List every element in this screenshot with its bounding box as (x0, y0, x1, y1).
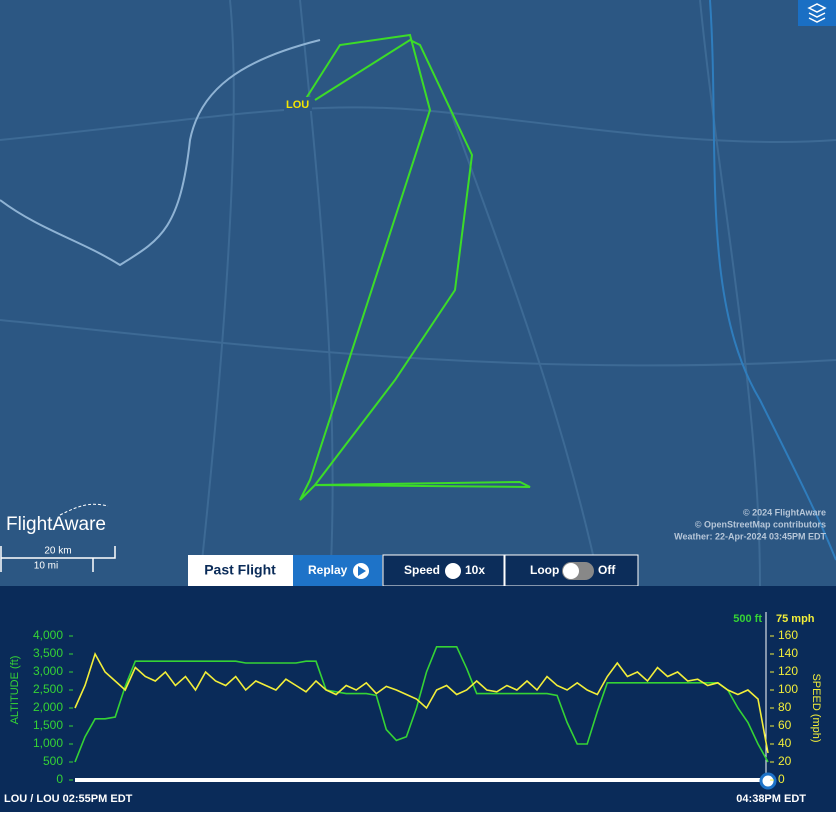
toggle-knob (563, 563, 579, 579)
speed-button[interactable] (382, 554, 505, 587)
y2-tick-label: 20 (778, 754, 792, 768)
y-tick-label: 3,500 (33, 646, 63, 660)
y-tick-label: 500 (43, 754, 63, 768)
brand: FlightAware (6, 514, 106, 535)
loop-state: Off (598, 563, 616, 577)
flight-path (299, 33, 531, 501)
scale-bar (0, 546, 116, 572)
tab-label: Past Flight (204, 562, 276, 578)
river (709, 0, 836, 561)
y2-tick-label: 80 (778, 700, 792, 714)
current-altitude: 500 ft (733, 613, 762, 625)
y2-tick-label: 120 (778, 664, 798, 678)
series-line (74, 646, 769, 763)
y2-axis-label: SPEED (mph) (810, 673, 822, 742)
y2-tick-label: 100 (778, 682, 798, 696)
y2-tick-label: 160 (778, 628, 798, 642)
speed-icon (445, 563, 461, 579)
map (0, 0, 836, 586)
copyright: © 2024 FlightAware (743, 507, 826, 517)
loop-label: Loop (530, 563, 559, 577)
y2-tick-label: 140 (778, 646, 798, 660)
scale-mi: 10 mi (34, 561, 58, 572)
airport-label: LOU (286, 99, 309, 111)
y2-tick-label: 60 (778, 718, 792, 732)
play-arrow (358, 566, 366, 576)
brand-trail (59, 503, 109, 516)
osm: © OpenStreetMap contributors (695, 519, 826, 529)
y-tick-label: 4,000 (33, 628, 63, 642)
y-tick-label: 2,000 (33, 700, 63, 714)
scale-km: 20 km (44, 546, 71, 557)
y-axis-label: ALTITUDE (ft) (9, 656, 21, 725)
y-tick-label: 2,500 (33, 682, 63, 696)
y-tick-label: 3,000 (33, 664, 63, 678)
end-label: 04:38PM EDT (736, 793, 806, 805)
tab-past-flight[interactable] (188, 555, 293, 586)
progress-knob[interactable] (759, 772, 777, 790)
replay-label: Replay (308, 563, 348, 577)
chart-panel (0, 586, 836, 812)
series-line (74, 651, 769, 754)
y-tick-label: 1,000 (33, 736, 63, 750)
layers-icon (807, 3, 827, 23)
y2-tick-label: 40 (778, 736, 792, 750)
y-tick-label: 0 (56, 772, 63, 786)
speed-label: Speed (404, 563, 440, 577)
speed-value: 10x (465, 563, 485, 577)
start-label: LOU / LOU 02:55PM EDT (4, 793, 133, 805)
map-roads (0, 0, 836, 587)
current-speed: 75 mph (776, 613, 815, 625)
weather: Weather: 22-Apr-2024 03:45PM EDT (674, 531, 826, 541)
y-tick-label: 1,500 (33, 718, 63, 732)
river (0, 39, 321, 267)
airport-box (284, 97, 312, 111)
y2-tick-label: 0 (778, 772, 785, 786)
